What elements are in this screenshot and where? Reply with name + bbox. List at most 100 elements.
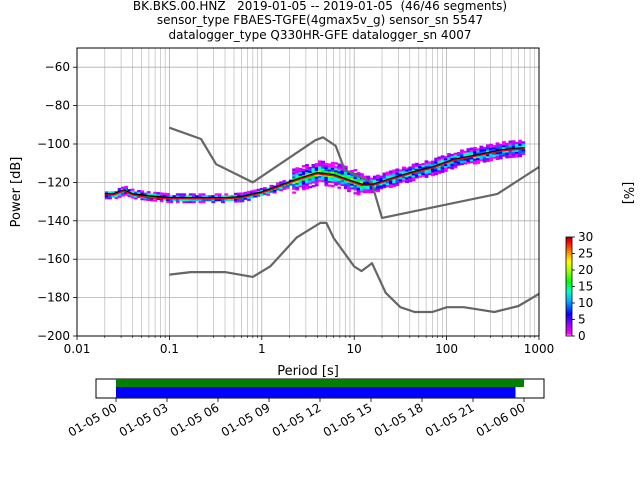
density-cell: [434, 173, 439, 176]
density-cell: [269, 190, 274, 193]
density-cell: [156, 194, 161, 197]
density-cell: [359, 178, 364, 182]
density-cell: [489, 149, 493, 152]
density-cell: [146, 198, 151, 202]
density-cell: [495, 157, 500, 160]
density-cell: [350, 177, 355, 180]
density-cell: [485, 144, 490, 147]
density-cell: [137, 191, 141, 195]
density-cell: [518, 145, 523, 148]
density-cell: [295, 169, 300, 172]
density-cell: [321, 174, 326, 177]
density-cell: [405, 178, 410, 182]
density-cell: [508, 144, 513, 147]
density-cell: [305, 177, 309, 180]
density-cell: [466, 157, 471, 161]
density-cell: [485, 153, 490, 157]
x-axis-label: Period [s]: [277, 364, 339, 379]
density-cell: [363, 185, 368, 188]
density-cell: [182, 193, 187, 196]
density-cell: [305, 173, 309, 176]
density-cell: [450, 167, 455, 170]
density-cell: [330, 165, 335, 168]
density-cell: [385, 177, 390, 180]
density-cell: [434, 171, 439, 174]
density-cell: [330, 184, 335, 188]
density-cell: [340, 168, 345, 171]
density-cell: [466, 153, 471, 157]
density-cell: [398, 179, 403, 182]
density-cell: [330, 169, 335, 172]
density-cell: [414, 164, 419, 167]
density-cell: [389, 170, 393, 173]
density-cell: [427, 165, 432, 168]
density-cell: [211, 200, 216, 204]
time-tick-label: 01-05 12: [270, 400, 324, 439]
density-cell: [366, 177, 371, 180]
density-cell: [185, 200, 190, 204]
density-cell: [198, 199, 203, 202]
density-cell: [431, 164, 435, 167]
density-cell: [376, 188, 380, 191]
density-cell: [463, 150, 468, 153]
density-cell: [521, 149, 526, 152]
density-cell: [434, 163, 439, 166]
density-cell: [463, 152, 468, 155]
density-cell: [324, 168, 329, 171]
density-cell: [505, 144, 510, 147]
density-cell: [305, 171, 309, 174]
density-cell: [182, 200, 187, 204]
density-cell: [117, 187, 122, 191]
density-cell: [343, 186, 348, 190]
density-cell: [350, 175, 355, 178]
density-cell: [505, 150, 510, 153]
density-cell: [298, 181, 303, 184]
density-cell: [473, 162, 477, 165]
density-cell: [347, 188, 351, 191]
density-cell: [263, 187, 267, 190]
density-cell: [356, 191, 361, 194]
density-cell: [385, 181, 390, 184]
density-cell: [401, 166, 406, 169]
density-cell: [395, 168, 400, 171]
density-cell: [243, 197, 248, 200]
density-cell: [440, 159, 445, 162]
time-tick-label: 01-05 03: [117, 400, 171, 439]
density-cell: [334, 183, 338, 186]
time-tick-label: 01-05 00: [66, 400, 120, 439]
y-tick-label: −120: [37, 175, 70, 189]
density-cell: [243, 193, 248, 196]
density-cell: [308, 170, 313, 173]
density-cell: [317, 179, 322, 182]
density-cell: [204, 195, 209, 198]
probability-density-cloud: [104, 139, 526, 204]
time-tick-label: 01-06 00: [474, 400, 528, 439]
density-cell: [130, 188, 135, 191]
density-cell: [482, 160, 487, 163]
density-cell: [224, 193, 229, 196]
density-cell: [363, 189, 368, 192]
density-cell: [314, 174, 319, 177]
density-cell: [382, 178, 387, 181]
density-cell: [321, 168, 326, 171]
density-cell: [275, 182, 280, 185]
density-cell: [372, 175, 377, 178]
density-cell: [421, 174, 426, 177]
density-cell: [124, 187, 129, 190]
density-cell: [340, 181, 345, 185]
density-cell: [505, 146, 510, 149]
density-cell: [159, 198, 164, 201]
density-cell: [317, 160, 322, 163]
density-cell: [431, 172, 435, 175]
density-cell: [246, 196, 251, 199]
density-cell: [240, 192, 245, 195]
density-cell: [476, 150, 481, 153]
density-cell: [408, 177, 413, 181]
density-cell: [418, 173, 422, 176]
density-cell: [311, 165, 316, 169]
density-cell: [120, 186, 125, 189]
density-cell: [292, 183, 296, 187]
density-cell: [401, 172, 406, 175]
density-cell: [201, 193, 206, 196]
density-cell: [120, 192, 125, 195]
